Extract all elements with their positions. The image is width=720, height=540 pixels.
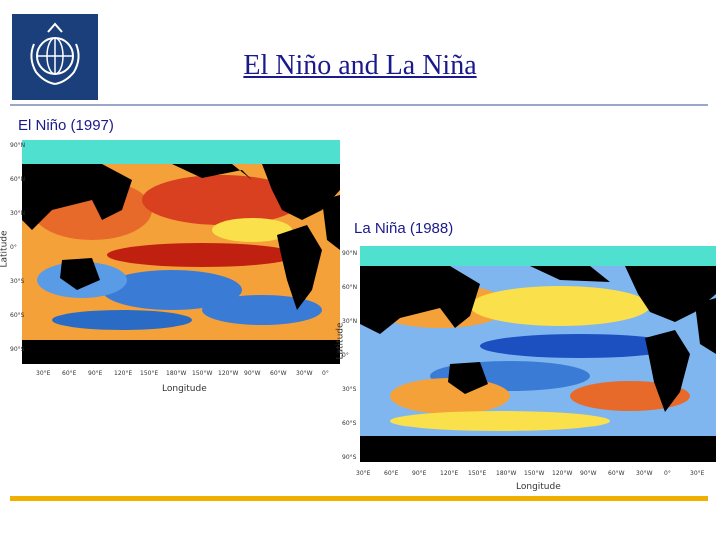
- y-tick: 30°N: [10, 210, 26, 217]
- x-tick: 30°W: [636, 470, 653, 477]
- y-tick: 90°S: [342, 454, 357, 461]
- x-tick: 30°E: [690, 470, 705, 477]
- x-tick: 150°E: [468, 470, 487, 477]
- x-tick: 180°W: [496, 470, 517, 477]
- x-tick: 30°W: [296, 370, 313, 377]
- el-nino-y-axis-label: Latitude: [0, 230, 10, 268]
- x-tick: 90°W: [244, 370, 261, 377]
- x-tick: 60°W: [608, 470, 625, 477]
- y-tick: 60°S: [342, 420, 357, 427]
- y-tick: 60°N: [10, 176, 26, 183]
- globe-laurel-icon: [30, 22, 80, 85]
- x-tick: 60°W: [270, 370, 287, 377]
- y-tick: 90°N: [10, 142, 26, 149]
- wmo-logo: [12, 14, 98, 100]
- la-nina-map: Latitude 90°N 60°N 30°N 0° 30°S 60°S 90°…: [330, 240, 720, 496]
- x-tick: 120°W: [552, 470, 573, 477]
- y-tick: 60°S: [10, 312, 25, 319]
- x-tick: 30°E: [356, 470, 371, 477]
- el-nino-sst-image: [22, 140, 340, 364]
- x-tick: 150°E: [140, 370, 159, 377]
- x-tick: 150°W: [524, 470, 545, 477]
- el-nino-x-axis-label: Longitude: [162, 384, 207, 394]
- y-tick: 60°N: [342, 284, 358, 291]
- slide-title: El Niño and La Niña: [243, 50, 477, 81]
- x-tick: 90°E: [412, 470, 427, 477]
- y-tick: 30°S: [342, 386, 357, 393]
- x-tick: 90°W: [580, 470, 597, 477]
- la-nina-x-axis-label: Longitude: [516, 482, 561, 492]
- x-tick: 120°E: [114, 370, 133, 377]
- footer-accent-bar: [10, 496, 708, 501]
- x-tick: 180°W: [166, 370, 187, 377]
- x-tick: 60°E: [384, 470, 399, 477]
- y-tick: 30°S: [10, 278, 25, 285]
- x-tick: 120°E: [440, 470, 459, 477]
- x-tick: 60°E: [62, 370, 77, 377]
- la-nina-label: La Niña (1988): [354, 220, 454, 237]
- x-tick: 120°W: [218, 370, 239, 377]
- x-tick: 30°E: [36, 370, 51, 377]
- x-tick: 0°: [664, 470, 671, 477]
- x-tick: 0°: [322, 370, 329, 377]
- y-tick: 90°N: [342, 250, 358, 257]
- el-nino-label: El Niño (1997): [18, 117, 114, 134]
- x-tick: 150°W: [192, 370, 213, 377]
- y-tick: 90°S: [10, 346, 25, 353]
- la-nina-sst-image: [360, 246, 716, 462]
- title-divider: [10, 104, 708, 106]
- y-tick: 30°N: [342, 318, 358, 325]
- y-tick: 0°: [10, 244, 17, 251]
- x-tick: 90°E: [88, 370, 103, 377]
- y-tick: 0°: [342, 352, 349, 359]
- el-nino-map: Latitude 90°N 60°N 30°N 0° 30°S 60°S 90°…: [0, 136, 346, 398]
